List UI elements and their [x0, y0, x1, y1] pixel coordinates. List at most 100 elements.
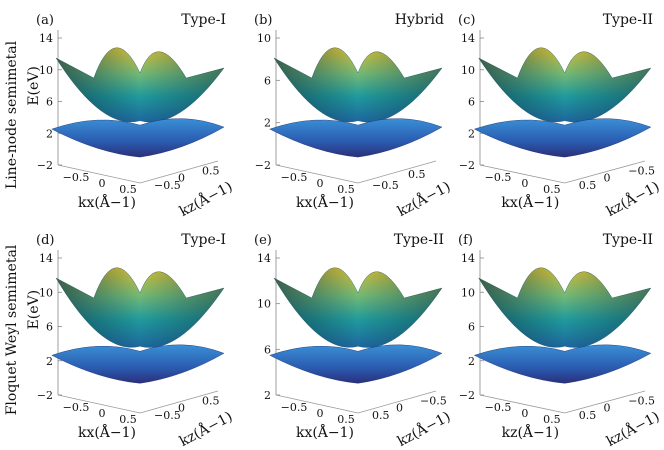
x-tick-label: 0	[521, 177, 528, 190]
valence-band-surface	[51, 118, 225, 158]
conduction-band-shading	[56, 47, 224, 123]
y-axis-label: kz(Å−1)	[603, 407, 662, 450]
x-axis-label: kx(Å−1)	[501, 193, 559, 211]
y-axis	[357, 160, 437, 184]
x-axis	[57, 394, 141, 414]
y-tick-label: 0.5	[202, 164, 220, 177]
x-axis	[479, 164, 565, 184]
z-tick-label: 6	[264, 343, 271, 356]
panel-type-label: Type-I	[181, 12, 226, 28]
z-tick-label: −2	[459, 389, 475, 402]
valence-band-surface	[269, 344, 443, 384]
y-tick-label: −0.5	[628, 164, 655, 177]
x-tick-label: 0.5	[119, 183, 137, 196]
x-tick-label: 0.5	[543, 183, 561, 196]
y-tick-label: 0.5	[202, 394, 220, 407]
z-tick-label: −2	[255, 159, 271, 172]
x-axis-label: kx(Å−1)	[78, 193, 136, 211]
x-tick-label: −0.5	[485, 401, 512, 414]
z-tick-label: 10	[39, 286, 53, 299]
y-tick-label: 0.5	[579, 409, 597, 422]
y-tick-label: −0.5	[628, 394, 655, 407]
y-axis-label: kz(Å−1)	[394, 177, 453, 220]
x-tick-label: −0.5	[485, 171, 512, 184]
x-axis	[57, 164, 141, 184]
x-tick-label: 0	[99, 407, 106, 420]
panel-label: (d)	[36, 233, 54, 248]
panel-type-label: Type-II	[394, 232, 444, 248]
row-label-bottom: Floquet Weyl semimetal	[4, 244, 20, 415]
y-tick-label: 0.5	[579, 179, 597, 192]
z-tick-label: −2	[37, 159, 53, 172]
y-tick-label: −0.5	[154, 179, 181, 192]
x-axis	[275, 164, 359, 184]
x-tick-label: −0.5	[281, 171, 308, 184]
y-axis	[139, 160, 219, 184]
x-tick-label: 0	[99, 177, 106, 190]
y-axis	[357, 390, 437, 414]
z-tick-label: 2	[264, 389, 271, 402]
x-axis-label: kz(Å−1)	[502, 423, 560, 441]
z-tick-label: 14	[461, 252, 475, 265]
z-tick-label: 10	[461, 64, 475, 77]
x-tick-label: 0	[317, 177, 324, 190]
energy-axis-label: E(eV)	[26, 66, 42, 106]
x-axis	[479, 394, 565, 414]
z-tick-label: 14	[39, 252, 53, 265]
y-axis-label: kz(Å−1)	[603, 177, 662, 220]
z-tick-label: 2	[264, 117, 271, 130]
y-tick-label: −0.5	[420, 394, 447, 407]
z-tick-label: 14	[257, 252, 271, 265]
x-axis	[275, 394, 359, 414]
x-tick-label: 0.5	[543, 413, 561, 426]
z-tick-label: 2	[46, 127, 53, 140]
z-tick-label: −2	[37, 389, 53, 402]
y-tick-label: 0	[178, 172, 185, 185]
x-tick-label: 0.5	[337, 413, 355, 426]
valence-band-surface	[473, 118, 652, 158]
z-tick-label: 6	[46, 96, 53, 109]
x-tick-label: −0.5	[63, 171, 90, 184]
energy-axis-label: E(eV)	[26, 290, 42, 330]
z-tick-label: 6	[46, 321, 53, 334]
z-tick-label: 2	[468, 355, 475, 368]
z-tick-label: 14	[39, 32, 53, 45]
x-axis-label: kx(Å−1)	[296, 423, 354, 441]
y-tick-label: 0	[604, 172, 611, 185]
panel-label: (e)	[254, 233, 272, 248]
y-tick-label: −0.5	[154, 409, 181, 422]
z-tick-label: 6	[264, 74, 271, 87]
z-tick-label: −2	[459, 159, 475, 172]
panel-type-label: Type-I	[181, 232, 226, 248]
panel-label: (b)	[254, 13, 272, 28]
valence-band-surface	[51, 344, 225, 384]
x-tick-label: 0	[317, 407, 324, 420]
x-tick-label: 0.5	[119, 413, 137, 426]
conduction-band-shading	[274, 47, 442, 123]
z-tick-label: 6	[468, 321, 475, 334]
panel-label: (c)	[458, 13, 475, 28]
x-tick-label: −0.5	[63, 401, 90, 414]
panel-type-label: Type-II	[603, 232, 653, 248]
z-tick-label: 2	[468, 127, 475, 140]
y-axis	[139, 390, 219, 414]
z-tick-label: 10	[257, 32, 271, 45]
z-tick-label: 14	[461, 32, 475, 45]
conduction-band-shading	[478, 267, 651, 348]
z-tick-label: 6	[468, 96, 475, 109]
y-tick-label: 0.5	[408, 168, 426, 181]
conduction-band-shading	[56, 267, 224, 348]
row-label-top: Line-node semimetal	[4, 40, 20, 189]
x-axis-label: kx(Å−1)	[78, 423, 136, 441]
panel-label: (a)	[36, 13, 54, 28]
x-tick-label: 0	[521, 407, 528, 420]
y-axis	[564, 390, 646, 414]
x-tick-label: −0.5	[281, 401, 308, 414]
